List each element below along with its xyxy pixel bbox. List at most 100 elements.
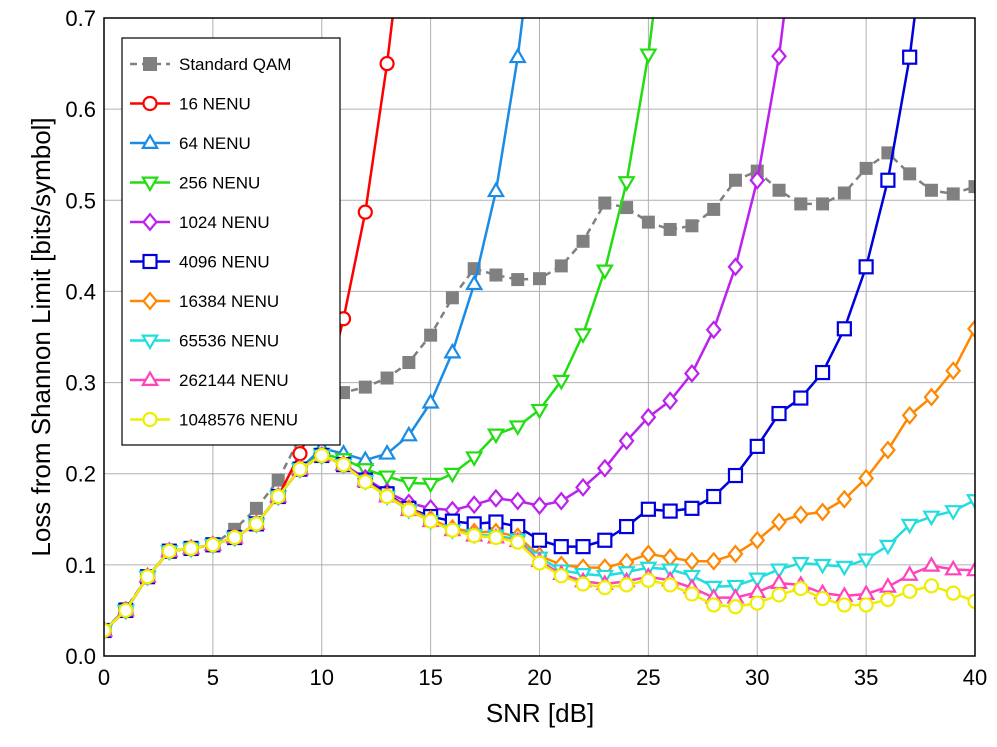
legend-label: 64 NENU	[179, 134, 251, 153]
data-point	[553, 539, 569, 555]
data-point	[531, 555, 548, 571]
y-tick-label: 0.1	[65, 553, 96, 578]
data-point	[922, 556, 941, 572]
data-point	[249, 501, 263, 515]
data-point	[922, 510, 941, 527]
data-point	[640, 407, 657, 427]
plot-frame	[103, 17, 976, 657]
data-point	[445, 291, 459, 305]
data-point	[640, 544, 657, 564]
x-tick-label: 5	[207, 665, 219, 690]
legend-item-65536-nenu: 65536 NENU	[130, 332, 279, 351]
legend-item-1024-nenu: 1024 NENU	[130, 212, 270, 232]
data-point	[858, 259, 874, 275]
data-point	[769, 573, 789, 590]
legend-label: 1048576 NENU	[179, 411, 298, 430]
y-tick-label: 0.7	[65, 6, 96, 31]
data-point	[902, 49, 918, 65]
data-point	[596, 458, 613, 478]
data-point	[618, 577, 635, 593]
legend-marker	[142, 253, 158, 270]
series-layer	[104, 18, 975, 641]
data-point	[923, 387, 940, 407]
data-point	[967, 593, 975, 609]
data-point	[923, 578, 940, 594]
data-point	[837, 186, 851, 200]
data-point	[749, 438, 765, 454]
data-point	[662, 577, 678, 593]
data-point	[793, 390, 809, 406]
data-point	[792, 505, 809, 525]
data-point	[509, 491, 526, 511]
y-tick-label: 0.3	[65, 371, 96, 396]
data-point	[727, 544, 744, 564]
legend-item-1048576-nenu: 1048576 NENU	[130, 411, 298, 430]
data-point	[486, 428, 506, 445]
data-point	[533, 272, 546, 286]
x-tick-label: 20	[527, 665, 551, 690]
data-point	[380, 371, 394, 385]
data-point	[552, 374, 571, 391]
data-point	[531, 532, 548, 548]
data-point	[706, 488, 722, 505]
x-axis-label: SNR [dB]	[486, 698, 594, 728]
data-point	[641, 215, 655, 229]
data-point	[683, 363, 700, 383]
data-point	[335, 457, 352, 473]
data-point	[772, 183, 786, 197]
legend-label: 4096 NENU	[179, 253, 270, 272]
x-tick-label: 25	[636, 665, 660, 690]
data-point	[858, 468, 875, 488]
data-point	[465, 451, 484, 467]
data-point	[836, 321, 852, 337]
data-point	[423, 513, 439, 529]
data-point	[814, 590, 831, 607]
data-point	[486, 181, 506, 198]
legend-label: 16 NENU	[179, 95, 251, 114]
data-point	[640, 572, 656, 588]
legend-marker	[142, 95, 158, 112]
y-tick-label: 0.5	[65, 188, 96, 213]
data-point	[465, 274, 484, 291]
data-point	[684, 586, 700, 602]
data-point	[944, 559, 963, 576]
data-point	[598, 196, 612, 210]
data-point	[903, 167, 917, 181]
data-point	[707, 202, 721, 216]
data-point	[489, 268, 503, 282]
data-point	[814, 364, 831, 381]
legend-item-64-nenu: 64 NENU	[130, 133, 251, 153]
data-point	[183, 540, 199, 557]
data-point	[965, 560, 975, 577]
data-point	[749, 595, 765, 611]
data-point	[554, 259, 568, 273]
data-point	[728, 173, 742, 187]
data-point	[944, 505, 963, 521]
data-point	[443, 342, 462, 359]
data-point	[421, 392, 440, 409]
data-point	[705, 320, 722, 340]
data-point	[378, 470, 397, 487]
y-axis-label: Loss from Shannon Limit [bits/symbol]	[26, 117, 56, 556]
legend-item-262144-nenu: 262144 NENU	[130, 370, 289, 390]
legend-marker	[142, 291, 158, 311]
data-point	[771, 587, 787, 603]
data-point	[794, 197, 808, 211]
data-point	[595, 264, 614, 281]
data-point	[358, 380, 372, 394]
data-point	[813, 558, 832, 575]
data-point	[508, 420, 527, 436]
data-point	[900, 565, 919, 581]
legend: Standard QAM 16 NENU 64 NENU 256 NENU 1024 N…	[121, 37, 341, 446]
data-point	[662, 391, 679, 411]
data-point	[639, 48, 658, 65]
data-point	[684, 500, 700, 516]
data-point	[402, 356, 416, 370]
data-point	[683, 551, 700, 571]
data-point	[292, 446, 308, 462]
data-point	[900, 518, 919, 535]
data-point	[859, 161, 873, 175]
data-point	[814, 502, 831, 522]
data-point	[104, 622, 112, 639]
